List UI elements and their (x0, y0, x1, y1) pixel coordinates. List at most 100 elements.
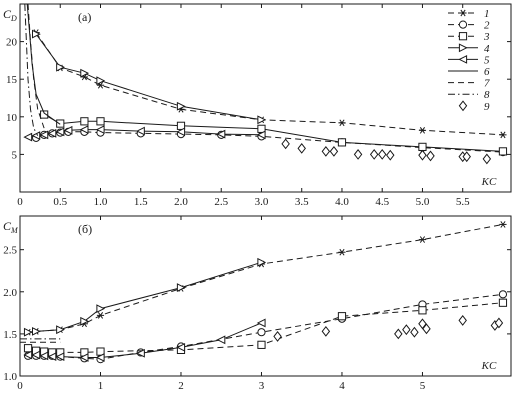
y-tick-label: 1.5 (3, 329, 17, 341)
y-axis-label-main: C (3, 7, 12, 21)
data-point-3 (96, 117, 105, 126)
chart-panel-b: 0 1 2 3 4 5 1.0 1.5 2.0 2.5 CM KC (б) (3, 215, 512, 392)
data-point-9 (422, 323, 431, 335)
data-point-9 (369, 148, 379, 160)
data-point-3 (257, 124, 266, 133)
y-tick-label: 5 (12, 149, 18, 161)
data-point-3 (418, 142, 427, 151)
data-point-5 (63, 125, 73, 135)
x-tick-label: 3.0 (255, 196, 269, 208)
y-axis-label-sub: M (10, 226, 19, 235)
data-point-9 (410, 326, 419, 338)
legend-label: 6 (484, 66, 490, 78)
data-point-3 (40, 110, 49, 119)
data-point-4 (80, 316, 90, 326)
data-point-3 (418, 306, 427, 315)
data-point-4 (96, 304, 106, 314)
x-tick-label: 5 (420, 380, 426, 392)
data-point-9 (329, 145, 339, 157)
y-tick-label: 1.0 (3, 371, 17, 383)
series-line-8 (24, 4, 39, 136)
y-axis-label: CD (3, 7, 17, 23)
data-point-5 (136, 348, 145, 358)
legend-entry-8: 8 (448, 89, 490, 101)
data-point-4 (23, 327, 33, 337)
data-point-9 (281, 138, 290, 150)
data-point-9 (386, 149, 395, 161)
data-point-4 (31, 29, 41, 39)
x-tick-label: 3 (259, 380, 265, 392)
x-tick-label: 4.5 (375, 196, 389, 208)
data-point-3 (23, 344, 33, 353)
series-5 (23, 318, 266, 362)
legend-entry-1: 1 (448, 8, 490, 20)
series-4 (23, 257, 267, 337)
data-point-9 (321, 145, 331, 157)
data-point-9 (462, 151, 471, 163)
data-point-4 (31, 326, 41, 336)
x-tick-label: 2.0 (174, 196, 188, 208)
y-tick-label: 15 (6, 74, 18, 86)
data-point-9 (494, 317, 504, 329)
series-3 (40, 110, 508, 156)
data-point-9 (273, 331, 282, 342)
legend-marker (458, 32, 468, 41)
data-point-3 (337, 312, 347, 321)
legend-marker (458, 20, 468, 29)
x-tick-label: 0 (17, 380, 23, 392)
data-point-5 (39, 130, 49, 140)
data-point-3 (337, 138, 347, 147)
legend-label: 1 (484, 8, 490, 20)
data-point-5 (95, 353, 105, 362)
series-4 (31, 29, 267, 125)
data-point-5 (79, 353, 89, 362)
data-point-9 (402, 324, 411, 336)
data-point-3 (498, 298, 508, 307)
legend-entry-6: 6 (448, 66, 490, 78)
y-tick-label: 20 (6, 37, 18, 49)
x-tick-label: 0.5 (53, 196, 67, 208)
data-point-5 (256, 318, 266, 328)
data-point-1 (499, 131, 507, 139)
panel-label: (б) (78, 222, 92, 236)
legend-label: 9 (484, 101, 490, 113)
legend-label: 3 (483, 31, 490, 43)
data-point-3 (257, 340, 266, 349)
data-point-9 (377, 148, 387, 160)
data-point-9 (426, 150, 435, 162)
data-point-9 (418, 149, 427, 161)
data-point-5 (216, 335, 226, 345)
data-point-5 (95, 125, 105, 134)
y-axis-label: CM (3, 219, 19, 235)
y-tick-label: 2.5 (3, 245, 17, 257)
data-point-9 (482, 153, 492, 165)
data-point-4 (257, 115, 267, 125)
data-point-4 (80, 68, 90, 78)
data-point-2 (498, 290, 508, 299)
series-9 (273, 315, 504, 342)
x-tick-label: 3.5 (295, 196, 309, 208)
panel-label: (а) (78, 10, 91, 24)
data-point-5 (256, 130, 266, 140)
legend-entry-4: 4 (448, 43, 490, 55)
chart-panel-a: 0 0.5 1.0 1.5 2.0 2.5 3.0 3.5 4.0 4.5 5.0 5.5510152… (3, 3, 512, 208)
data-point-3 (176, 121, 186, 130)
legend-entry-9: 9 (458, 100, 490, 113)
data-point-3 (80, 117, 89, 126)
data-point-3 (56, 119, 65, 128)
legend-marker (458, 43, 468, 53)
y-tick-label: 2.0 (3, 287, 17, 299)
data-point-4 (56, 325, 65, 335)
data-point-5 (55, 352, 65, 362)
data-point-2 (257, 328, 266, 337)
data-point-5 (31, 350, 41, 360)
data-point-1 (499, 221, 507, 228)
data-point-4 (56, 62, 65, 72)
y-axis-label-main: C (3, 219, 12, 233)
series-line-7 (27, 4, 45, 129)
legend-marker (459, 9, 467, 17)
data-point-4 (176, 283, 186, 292)
